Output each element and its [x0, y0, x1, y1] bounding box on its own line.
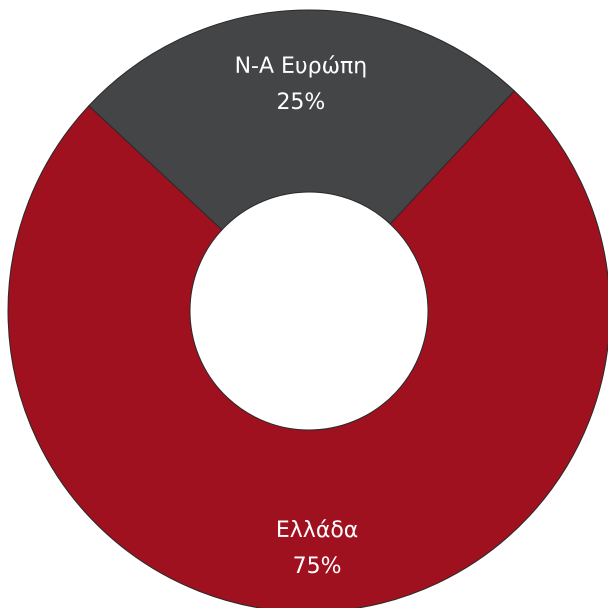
slices-layer [7, 9, 608, 608]
slice-0-value-label: 75% [293, 554, 342, 579]
labels-layer: Ελλάδα 75% Ν-Α Ευρώπη 25% [235, 54, 368, 579]
slice-1-name-label: Ν-Α Ευρώπη [235, 54, 368, 79]
slice-1-value-label: 25% [276, 90, 325, 115]
slice-0-name-label: Ελλάδα [276, 518, 358, 543]
slice-1-arc [88, 9, 515, 231]
slice-0-arc [7, 90, 608, 608]
